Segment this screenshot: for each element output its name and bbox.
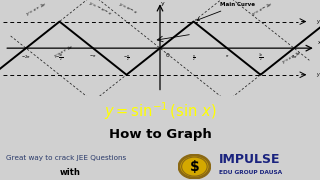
Text: EDU GROUP DAUSA: EDU GROUP DAUSA <box>219 170 282 175</box>
Text: IMPULSE: IMPULSE <box>219 153 281 166</box>
Text: $y=-\pi-x$: $y=-\pi-x$ <box>87 0 113 18</box>
Text: with: with <box>60 168 81 177</box>
Text: $y = \sin^{-1}(\sin\, x)$: $y = \sin^{-1}(\sin\, x)$ <box>104 100 216 122</box>
Text: $\frac{3\pi}{2}$: $\frac{3\pi}{2}$ <box>258 53 263 64</box>
Text: Great way to crack JEE Questions: Great way to crack JEE Questions <box>6 155 127 161</box>
Text: $y=x-2\pi$: $y=x-2\pi$ <box>250 0 275 18</box>
Text: $y=x+2\pi$: $y=x+2\pi$ <box>24 0 49 18</box>
Text: $y=-\pi$: $y=-\pi$ <box>316 71 320 79</box>
Text: $y=x-3\pi$: $y=x-3\pi$ <box>281 49 304 66</box>
Text: $-\frac{\pi}{2}$: $-\frac{\pi}{2}$ <box>123 53 130 63</box>
Text: $y=\pi$: $y=\pi$ <box>316 17 320 26</box>
Text: $\frac{\pi}{2}$: $\frac{\pi}{2}$ <box>192 53 196 63</box>
Text: $y=x+2\pi$: $y=x+2\pi$ <box>52 42 76 60</box>
Text: $\pi$: $\pi$ <box>225 53 229 59</box>
Text: y: y <box>161 1 164 6</box>
Text: x or: x or <box>318 40 320 45</box>
Text: $-\pi$: $-\pi$ <box>89 53 97 59</box>
Circle shape <box>179 155 210 178</box>
Text: $-\frac{3\pi}{2}$: $-\frac{3\pi}{2}$ <box>55 53 64 64</box>
Text: $: $ <box>189 160 199 174</box>
Text: $y=\pi-x$: $y=\pi-x$ <box>117 1 139 17</box>
Text: Main Curve: Main Curve <box>197 2 255 21</box>
Text: $2\pi$: $2\pi$ <box>291 53 298 60</box>
Text: How to Graph: How to Graph <box>108 128 212 141</box>
Text: $-2\pi$: $-2\pi$ <box>21 53 31 60</box>
Text: O: O <box>165 53 169 58</box>
